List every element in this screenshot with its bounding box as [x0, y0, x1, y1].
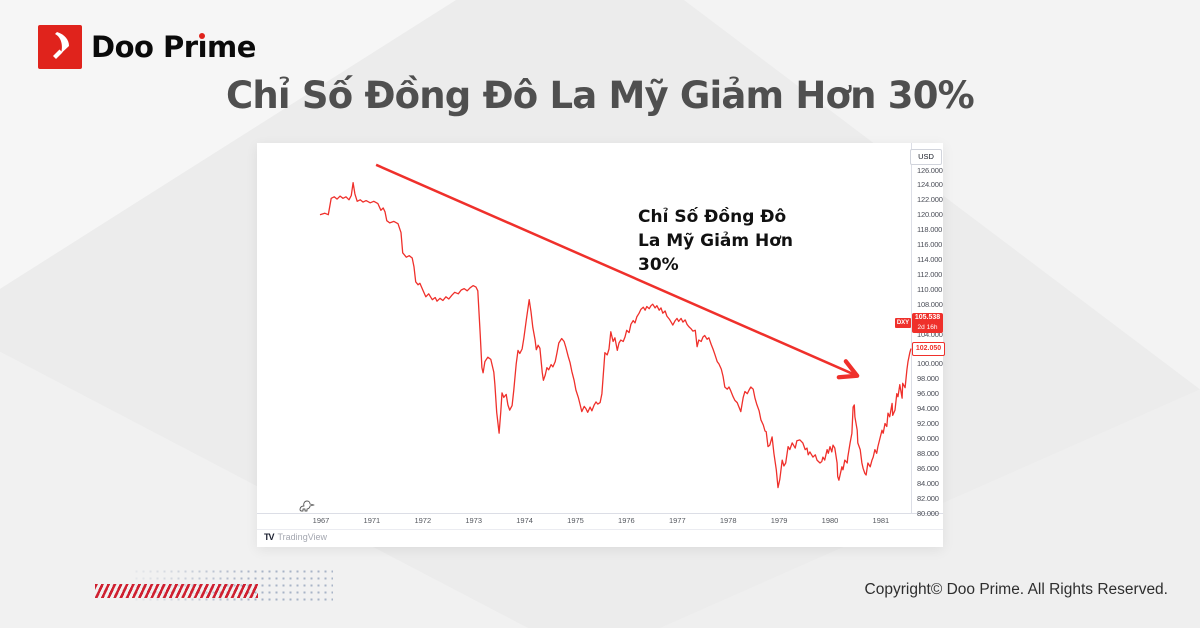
y-axis-tick-label: 90.000 [917, 433, 939, 443]
logo-text-i: ı [198, 25, 208, 69]
y-axis-tick-label: 116.000 [917, 240, 943, 250]
x-axis-tick-label: 1972 [414, 516, 432, 525]
tradingview-logo-icon: TV [264, 532, 274, 542]
y-axis-tick-label: 94.000 [917, 404, 939, 414]
y-axis-tick-label: 114.000 [917, 255, 943, 264]
downtrend-arrow [375, 163, 860, 380]
y-axis-tick-label: 126.000 [917, 165, 943, 175]
y-axis-tick-label: 98.000 [917, 374, 939, 384]
tradingview-attribution[interactable]: TV TradingView [264, 532, 327, 542]
currency-unit-box[interactable]: USD [910, 149, 942, 165]
y-axis-tick-label: 122.000 [917, 195, 943, 205]
chart-annotation: Chỉ Số Đồng Đô La Mỹ Giảm Hơn 30% [638, 207, 794, 276]
x-axis-tick-label: 1980 [821, 516, 839, 525]
chart-card: 126.000 124.000 122.000 120.000 118.000 116.0… [257, 143, 945, 547]
chart-pane[interactable] [257, 143, 943, 547]
y-axis-tick-label: 86.000 [917, 463, 939, 473]
doo-prime-logo-text: Doo Prıme [91, 25, 256, 69]
x-axis-tick-label: 1967 [312, 516, 330, 525]
x-axis-tick-label: 1975 [567, 516, 584, 525]
tradingview-label: TradingView [277, 532, 328, 542]
page-title: Chỉ Số Đồng Đô La Mỹ Giảm Hơn 30% [226, 74, 975, 117]
y-axis-tick-label: 124.000 [917, 180, 943, 190]
x-axis-tick-label: 1974 [516, 516, 533, 525]
y-axis-tick-label: 96.000 [917, 389, 939, 399]
y-axis-tick-label: 118.000 [917, 225, 943, 235]
price-badge: 105.538 2d 16h [912, 312, 943, 333]
doo-prime-logo-icon [38, 25, 82, 69]
y-axis-tick-label: 80.000 [917, 508, 939, 518]
y-axis-tick-label: 112.000 [917, 269, 943, 279]
x-axis-tick-label: 1976 [618, 516, 635, 525]
logo-text-post: me [207, 30, 256, 64]
y-axis-tick-label: 120.000 [917, 210, 943, 220]
price-badge-value: 105.538 [914, 313, 941, 321]
y-axis-tick-label: 92.000 [917, 419, 939, 428]
dinosaur-doodle-icon [299, 500, 315, 512]
copyright-text: Copyright© Doo Prime. All Rights Reserve… [864, 581, 1168, 598]
x-axis-tick-label: 1977 [668, 516, 686, 525]
x-axis-tick-label: 1979 [770, 516, 788, 525]
symbol-chip: DXY [895, 317, 911, 328]
doo-prime-logo: Doo Prıme [38, 25, 256, 69]
y-axis-tick-label: 104.000 [917, 329, 943, 339]
y-axis-tick-label: 100.000 [917, 359, 943, 369]
price-badge-countdown: 2d 16h [917, 323, 938, 331]
x-axis-tick-label: 1981 [872, 516, 890, 525]
x-axis-tick-label: 1971 [363, 516, 381, 525]
price-scale-line [911, 143, 912, 513]
y-axis-tick-label: 110.000 [917, 284, 943, 294]
y-axis-tick-label: 88.000 [917, 448, 939, 458]
logo-text-pre: Doo Pr [91, 30, 198, 64]
y-axis-tick-label: 108.000 [917, 299, 943, 309]
decorative-hatched-bar [95, 584, 258, 598]
y-axis-tick-label: 82.000 [917, 493, 939, 503]
x-axis-tick-label: 1973 [465, 516, 483, 525]
time-axis-line [257, 513, 943, 514]
last-price-label: 102.050 [912, 341, 945, 356]
time-axis-bottom-line [257, 529, 943, 530]
x-axis-tick-label: 1978 [719, 516, 737, 525]
dxy-price-line [319, 182, 912, 489]
y-axis-tick-label: 84.000 [917, 478, 939, 488]
